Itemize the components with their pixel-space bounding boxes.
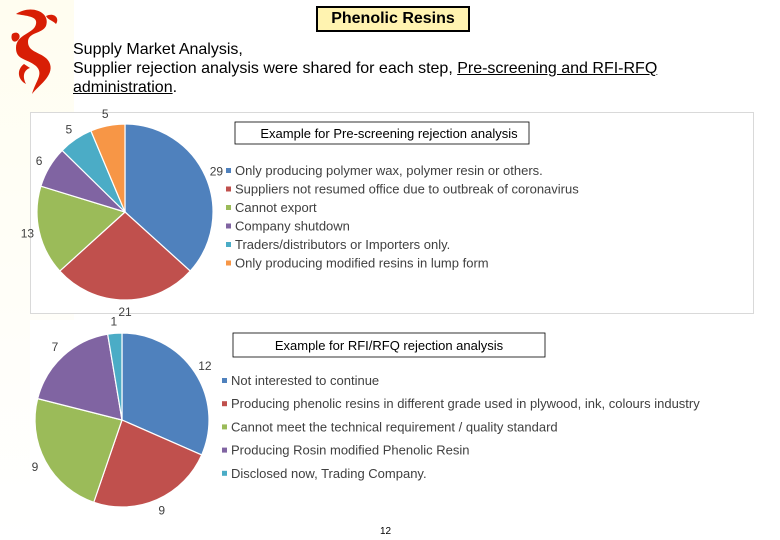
chart1-data-label-4: 5 <box>65 122 72 136</box>
page-title: Phenolic Resins <box>316 6 470 32</box>
chart2-legend-marker-4 <box>222 470 227 476</box>
dragon-logo-icon <box>11 9 58 94</box>
chart1-slice-0 <box>124 123 214 272</box>
chart2-legend-label-4: Disclosed now, Trading Company. <box>231 466 427 481</box>
page-number: 12 <box>380 526 392 537</box>
chart1-legend-label-5: Only producing modified resins in lump f… <box>235 256 489 271</box>
subtitle-line-3-underlined: administration <box>73 79 173 96</box>
chart2-legend-marker-0 <box>222 378 227 383</box>
subtitle-line-2-underlined: Pre-screening and RFI-RFQ <box>457 60 658 77</box>
chart2-legend-marker-3 <box>222 447 227 453</box>
chart1-legend-marker-2 <box>226 205 231 210</box>
subtitle-line-1: Supply Market Analysis, <box>73 41 243 58</box>
chart2-legend-label-0: Not interested to continue <box>231 373 379 388</box>
chart2-legend-marker-1 <box>222 401 227 407</box>
chart2-data-label-0: 12 <box>198 359 212 373</box>
chart1-title: Example for Pre-screening rejection anal… <box>260 126 518 141</box>
chart1-legend-label-2: Cannot export <box>235 200 317 215</box>
chart1-slice-1 <box>58 211 192 301</box>
chart1-data-label-5: 5 <box>102 107 109 121</box>
chart1-legend-marker-4 <box>226 242 231 247</box>
chart2-title-box <box>232 332 546 358</box>
chart2-slice-0 <box>121 332 210 456</box>
chart1-pie: 29 21 13 6 5 5 <box>21 107 224 319</box>
chart1-slice-5 <box>90 123 126 213</box>
chart1-legend-marker-5 <box>226 260 231 266</box>
subtitle-line-2-text: Supplier rejection analysis were shared … <box>73 60 458 77</box>
subtitle-line-2: Supplier rejection analysis were shared … <box>73 59 753 78</box>
chart2-data-label-1: 9 <box>158 504 165 518</box>
chart2-legend: Not interested to continue Producing phen… <box>222 373 700 481</box>
chart2-slice-4 <box>106 332 123 421</box>
chart1-legend-label-3: Company shutdown <box>235 219 350 234</box>
chart2-slice-1 <box>92 419 203 508</box>
chart2-legend-marker-2 <box>222 424 227 430</box>
chart1-data-label-1: 21 <box>118 305 132 319</box>
chart1-data-label-2: 13 <box>21 227 35 241</box>
chart2-title: Example for RFI/RFQ rejection analysis <box>275 338 504 353</box>
chart1-legend-label-1: Suppliers not resumed office due to outb… <box>235 182 579 197</box>
chart1-legend-label-4: Traders/distributors or Importers only. <box>235 237 450 252</box>
chart1-title-box <box>234 121 530 145</box>
chart2-slice-2 <box>34 397 123 504</box>
chart2-legend-label-2: Cannot meet the technical requirement / … <box>231 419 558 434</box>
chart1-legend-marker-3 <box>226 223 231 229</box>
chart1-data-label-0: 29 <box>210 164 224 178</box>
chart1-legend-label-0: Only producing polymer wax, polymer resi… <box>235 163 543 178</box>
chart2-data-label-3: 7 <box>52 340 59 354</box>
chart1-slice-2 <box>36 185 127 272</box>
chart1-legend-marker-0 <box>226 168 231 173</box>
chart2-data-label-4: 1 <box>110 314 117 328</box>
chart2-pie: 12 9 9 7 1 <box>32 314 212 517</box>
chart2-legend-label-3: Producing Rosin modified Phenolic Resin <box>231 443 469 458</box>
chart1-legend-marker-1 <box>226 186 231 192</box>
chart2-data-label-2: 9 <box>32 460 39 474</box>
chart2-slice-3 <box>36 333 123 421</box>
chart2-legend-label-1: Producing phenolic resins in different g… <box>231 396 700 411</box>
page-subtitle: Supply Market Analysis, Supplier rejecti… <box>73 40 753 97</box>
chart1-legend: Only producing polymer wax, polymer resi… <box>226 163 579 271</box>
subtitle-line-3: administration. <box>73 79 178 96</box>
chart1-data-label-3: 6 <box>36 154 43 168</box>
